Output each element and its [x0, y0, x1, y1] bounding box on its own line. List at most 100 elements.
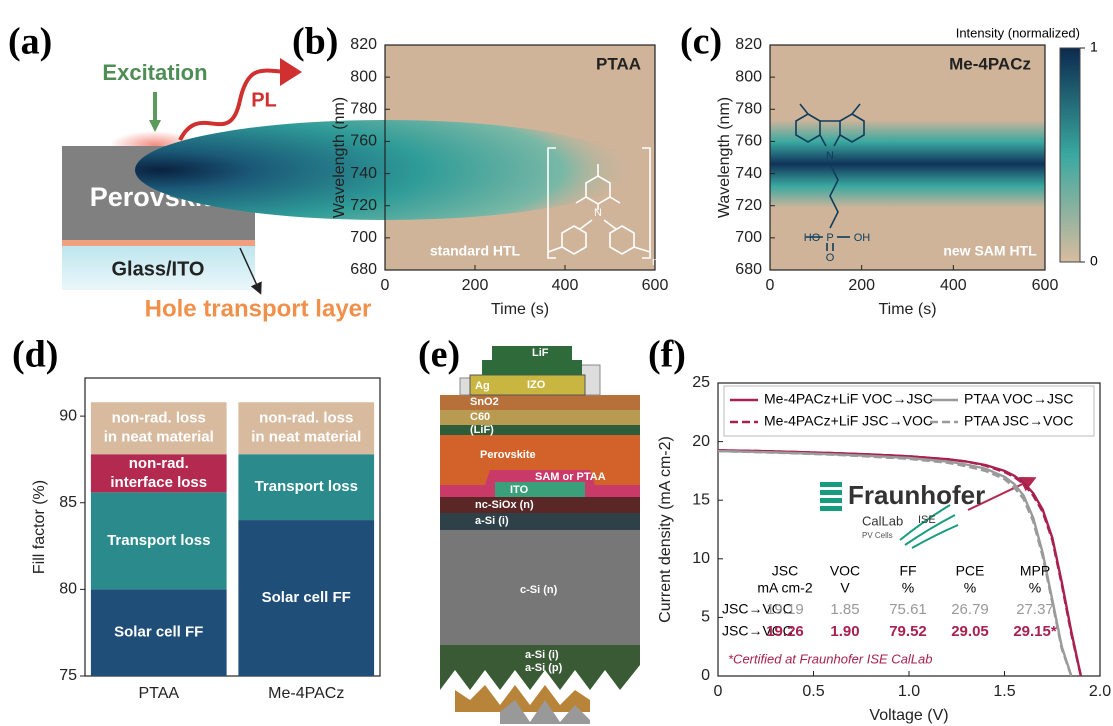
label: PL — [251, 89, 277, 111]
panel-label: (e) — [418, 334, 460, 376]
layer-label: Ag — [610, 380, 625, 392]
x-tick-label: 2.0 — [1089, 683, 1111, 700]
segment-label: interface loss — [110, 474, 207, 491]
y-tick-label: 15 — [692, 491, 710, 508]
legend-label: Me-4PACz+LiF VOC→JSC — [764, 391, 933, 407]
y-tick-label: 820 — [350, 36, 377, 53]
segment-label: Solar cell FF — [114, 624, 203, 641]
panel-label: (a) — [8, 21, 52, 63]
y-tick-label: 820 — [735, 36, 762, 53]
y-tick-label: 740 — [735, 165, 762, 182]
table-header: JSC — [772, 563, 798, 579]
table-cell: 29.15* — [1013, 623, 1057, 640]
label: Excitation — [102, 60, 207, 85]
x-tick-label: 200 — [848, 277, 875, 294]
table-header: % — [964, 580, 976, 596]
table-header: PCE — [956, 563, 985, 579]
y-tick-label: 760 — [350, 133, 377, 150]
x-tick-label: PTAA — [138, 685, 179, 702]
segment-label: non-rad. loss — [112, 410, 206, 427]
colorbar-tick-label: 0 — [1090, 253, 1098, 269]
subtitle: new SAM HTL — [943, 243, 1037, 259]
segment-label: in neat material — [251, 429, 361, 446]
logo-text: PV Cells — [862, 531, 893, 540]
y-tick-label: 780 — [350, 101, 377, 118]
y-tick-label: 740 — [350, 165, 377, 182]
layer-label: C60 — [470, 411, 490, 423]
structure-label: n — [652, 256, 658, 268]
y-tick-label: 25 — [692, 374, 710, 391]
layer-label: a-Si (i) — [525, 649, 559, 661]
table-header: V — [840, 580, 850, 596]
segment-label: non-rad. loss — [259, 410, 353, 427]
y-tick-label: 800 — [350, 68, 377, 85]
x-axis-label: Time (s) — [491, 301, 549, 318]
table-cell: 79.52 — [889, 623, 927, 640]
x-tick-label: 0.5 — [802, 683, 824, 700]
table-cell: 1.90 — [830, 623, 859, 640]
panel-label: (c) — [680, 21, 722, 63]
table-header: % — [902, 580, 914, 596]
table-cell: 26.79 — [951, 601, 989, 618]
table-header: FF — [899, 563, 916, 579]
layer-label: SnO2 — [470, 396, 499, 408]
logo-text: Fraunhofer — [848, 480, 985, 510]
htl-layer — [62, 240, 255, 246]
segment-label: Solar cell FF — [262, 589, 351, 606]
title: PTAA — [596, 54, 641, 73]
x-tick-label: 0 — [714, 683, 723, 700]
colorbar-label: Intensity (normalized) — [956, 25, 1080, 40]
x-tick-label: 600 — [1032, 277, 1059, 294]
layer — [495, 482, 585, 497]
y-tick-label: 85 — [59, 494, 77, 511]
y-tick-label: 680 — [350, 261, 377, 278]
structure-label: N — [826, 150, 834, 162]
title: Me-4PACz — [949, 54, 1031, 73]
table-cell: 1.85 — [830, 601, 859, 618]
legend-label: PTAA JSC→VOC — [964, 413, 1073, 429]
structure-label: N — [594, 207, 602, 219]
y-tick-label: 90 — [59, 407, 77, 424]
segment-label: Transport loss — [107, 532, 210, 549]
table-header: mA cm-2 — [757, 580, 812, 596]
table-cell: 29.05 — [951, 623, 989, 640]
table-header: MPP — [1020, 563, 1050, 579]
y-axis-label: Wavelength (nm) — [331, 97, 348, 218]
segment-label: Transport loss — [255, 478, 358, 495]
subtitle: standard HTL — [430, 243, 521, 259]
y-tick-label: 720 — [735, 197, 762, 214]
shape — [820, 482, 842, 511]
emission-band — [770, 120, 1045, 208]
arrowhead — [149, 120, 161, 132]
layer-label: nc-SiOx (n) — [475, 499, 534, 511]
panel-label: (d) — [12, 334, 58, 376]
structure-label: P — [826, 232, 833, 244]
layer-label: LiF — [532, 347, 549, 359]
x-tick-label: 600 — [642, 277, 669, 294]
note: *Certified at Fraunhofer ISE CalLab — [728, 651, 933, 666]
legend-label: Me-4PACz+LiF JSC→VOC — [764, 413, 933, 429]
colorbar-tick-label: 1 — [1090, 39, 1098, 55]
layer — [482, 360, 582, 375]
y-tick-label: 720 — [350, 197, 377, 214]
structure-label: OH — [854, 232, 871, 244]
x-tick-label: 0 — [766, 277, 775, 294]
layer-label: SAM or PTAA — [535, 471, 606, 483]
y-tick-label: 20 — [692, 433, 710, 450]
x-tick-label: 1.0 — [898, 683, 920, 700]
table-cell: 19.19 — [766, 601, 804, 618]
y-tick-label: 700 — [735, 229, 762, 246]
x-tick-label: 0 — [381, 277, 390, 294]
x-tick-label: 400 — [552, 277, 579, 294]
shape — [900, 505, 958, 548]
figure: Excitation PL Perovskite Glass/ITO Hole … — [0, 0, 1113, 726]
panel-label: (f) — [648, 334, 686, 376]
y-tick-label: 760 — [735, 133, 762, 150]
label: Glass/ITO — [111, 258, 204, 280]
colorbar — [1060, 48, 1080, 262]
layer-label: c-Si (n) — [520, 584, 558, 596]
layer-label: a-Si (p) — [525, 662, 563, 674]
shape — [820, 498, 842, 503]
structure-label: O — [826, 252, 835, 264]
layer — [440, 497, 640, 513]
